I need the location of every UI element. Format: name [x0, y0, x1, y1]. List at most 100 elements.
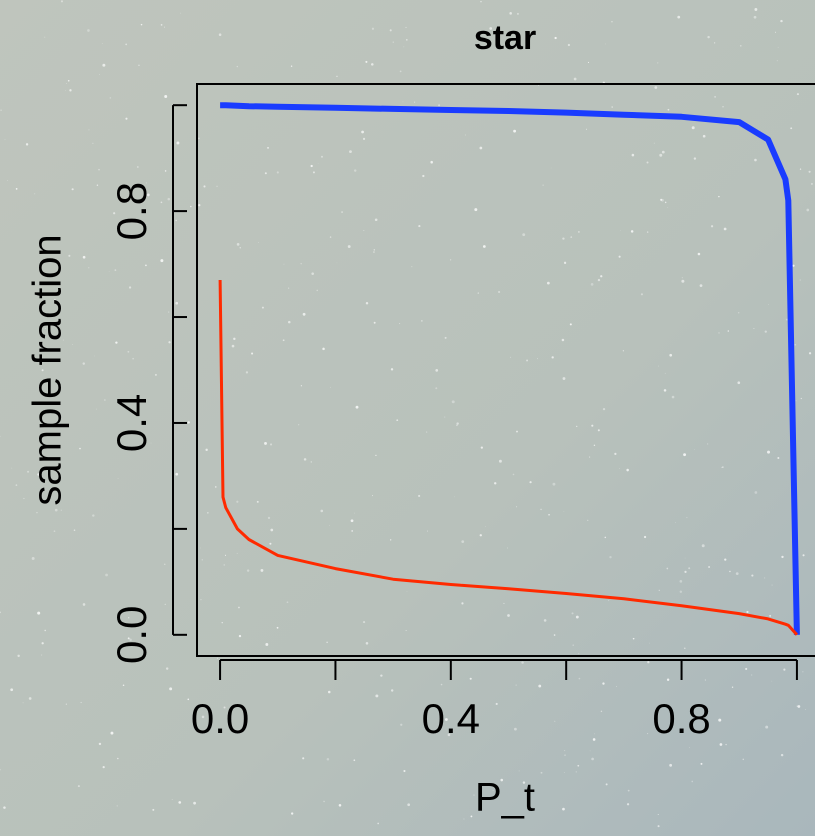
star-dot	[663, 389, 667, 392]
star-dot	[264, 172, 267, 175]
star-dot	[540, 508, 542, 511]
star-dot	[54, 393, 57, 396]
star-dot	[675, 522, 677, 524]
star-dot	[17, 654, 20, 658]
star-dot	[312, 171, 315, 174]
star-dot	[643, 535, 647, 539]
star-dot	[611, 106, 613, 108]
star-dot	[646, 231, 649, 233]
star-dot	[571, 612, 574, 615]
star-dot	[701, 544, 705, 548]
star-dot	[516, 12, 519, 15]
star-dot	[403, 769, 406, 773]
star-dot	[66, 83, 68, 84]
star-dot	[175, 219, 177, 222]
star-dot	[216, 185, 218, 187]
star-dot	[34, 193, 36, 195]
star-dot	[27, 470, 30, 473]
star-dot	[110, 731, 114, 735]
star-dot	[684, 570, 687, 574]
star-dot	[522, 781, 526, 784]
star-dot	[233, 337, 236, 341]
star-dot	[572, 644, 574, 646]
star-dot	[303, 458, 307, 461]
star-dot	[390, 539, 392, 541]
star-dot	[25, 143, 29, 146]
star-dot	[341, 211, 343, 213]
star-dot	[464, 134, 466, 136]
star-dot	[414, 101, 416, 103]
star-dot	[718, 332, 720, 334]
star-dot	[109, 97, 112, 99]
star-dot	[597, 429, 600, 432]
star-dot	[0, 611, 2, 614]
star-dot	[160, 24, 163, 26]
star-dot	[317, 163, 319, 164]
star-dot	[796, 93, 799, 96]
star-dot	[350, 519, 354, 523]
star-dot	[150, 442, 152, 444]
star-dot	[300, 385, 302, 387]
star-dot	[776, 60, 778, 62]
star-dot	[164, 603, 166, 606]
star-dot	[167, 197, 171, 201]
star-dot	[567, 43, 571, 47]
star-dot	[564, 754, 566, 756]
star-dot	[329, 236, 332, 238]
star-dot	[578, 653, 580, 655]
star-dot	[53, 530, 56, 532]
star-dot	[214, 486, 217, 488]
star-dot	[88, 267, 90, 269]
star-dot	[699, 284, 703, 288]
star-dot	[630, 230, 634, 233]
star-dot	[753, 15, 757, 19]
star-dot	[41, 642, 44, 645]
star-dot	[718, 718, 722, 722]
star-dot	[187, 698, 190, 701]
star-dot	[98, 168, 100, 171]
star-dot	[790, 127, 793, 130]
star-dot	[168, 311, 170, 313]
star-dot	[270, 528, 274, 532]
star-dot	[768, 304, 769, 305]
star-dot	[586, 128, 588, 130]
star-dot	[362, 137, 366, 140]
star-dot	[707, 35, 710, 39]
star-dot	[447, 733, 451, 737]
star-dot	[473, 794, 475, 796]
star-dot	[796, 705, 798, 707]
star-dot	[322, 347, 325, 351]
star-dot	[117, 478, 119, 479]
star-dot	[622, 350, 624, 352]
star-dot	[806, 208, 810, 212]
star-dot	[569, 323, 572, 326]
star-dot	[116, 805, 118, 807]
star-dot	[647, 661, 650, 664]
star-dot	[372, 495, 374, 497]
star-dot	[114, 269, 117, 271]
star-dot	[470, 815, 473, 818]
star-dot	[69, 89, 72, 92]
star-dot	[632, 637, 635, 640]
star-dot	[193, 801, 197, 805]
star-dot	[543, 619, 547, 622]
star-dot	[399, 323, 401, 325]
star-dot	[724, 558, 727, 561]
star-dot	[145, 182, 147, 184]
star-dot	[323, 800, 325, 803]
star-dot	[320, 509, 324, 513]
star-dot	[708, 566, 710, 568]
star-dot	[351, 530, 354, 532]
star-dot	[805, 709, 807, 710]
star-dot	[514, 727, 517, 731]
star-dot	[60, 0, 64, 3]
star-dot	[403, 46, 405, 48]
star-dot	[479, 534, 482, 537]
star-dot	[669, 763, 673, 767]
star-dot	[44, 328, 46, 329]
star-dot	[626, 468, 629, 472]
star-dot	[777, 46, 779, 48]
star-dot	[794, 343, 797, 346]
star-dot	[374, 218, 378, 222]
